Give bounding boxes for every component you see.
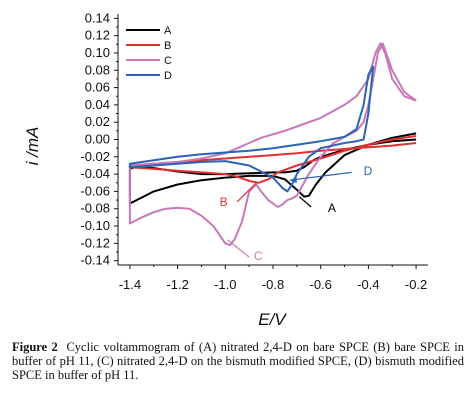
annotation-label-b: B bbox=[220, 195, 228, 209]
x-tick-label: -0.6 bbox=[309, 277, 331, 292]
y-tick-label: 0.14 bbox=[85, 10, 110, 25]
legend-label-a: A bbox=[164, 25, 172, 37]
legend-label-b: B bbox=[164, 40, 171, 52]
figure-caption: Figure 2 Cyclic voltammogram of (A) nitr… bbox=[12, 340, 464, 382]
annotation-pointer-c bbox=[227, 239, 250, 258]
annotation-pointer-d bbox=[289, 171, 352, 181]
y-tick-label: -0.04 bbox=[80, 166, 110, 181]
y-axis-label: i /mA bbox=[23, 127, 42, 166]
annotation-pointer-b bbox=[236, 182, 257, 203]
y-tick-label: 0.10 bbox=[85, 45, 110, 60]
voltammogram-chart: 0.14 0.12 0.10 0.08 0.06 0.04 0.02 0.00 -0.02 -0.… bbox=[23, 10, 428, 329]
y-tick-label: 0.04 bbox=[85, 97, 110, 112]
annotation-label-c: C bbox=[254, 249, 263, 263]
curve-annotations: A B C D bbox=[220, 164, 373, 263]
annotation-label-d: D bbox=[364, 164, 373, 178]
plot-axes: 0.14 0.12 0.10 0.08 0.06 0.04 0.02 0.00 -0.02 -0.… bbox=[80, 10, 428, 292]
x-tick-label: -1.4 bbox=[119, 277, 141, 292]
x-tick-label: -0.8 bbox=[262, 277, 284, 292]
y-tick-label: -0.10 bbox=[80, 218, 110, 233]
x-tick-label: -0.4 bbox=[357, 277, 379, 292]
x-tick-label: -0.2 bbox=[405, 277, 427, 292]
y-tick-label: 0.00 bbox=[85, 132, 110, 147]
y-tick-label: -0.06 bbox=[80, 183, 110, 198]
x-axis-label: E/V bbox=[258, 310, 287, 329]
x-tick-label: -1.0 bbox=[214, 277, 236, 292]
caption-text: Cyclic voltammogram of (A) nitrated 2,4-… bbox=[12, 340, 464, 382]
caption-label: Figure 2 bbox=[12, 340, 58, 354]
y-tick-label: 0.02 bbox=[85, 114, 110, 129]
y-tick-label: -0.12 bbox=[80, 235, 110, 250]
annotation-pointer-a bbox=[298, 196, 312, 208]
legend-label-d: D bbox=[164, 70, 172, 82]
legend-label-c: C bbox=[164, 55, 172, 67]
y-tick-label: -0.02 bbox=[80, 149, 110, 164]
series-line-d bbox=[128, 65, 375, 193]
series-line-b bbox=[128, 135, 417, 184]
annotation-arrowhead-d bbox=[289, 177, 297, 184]
y-tick-label: 0.12 bbox=[85, 28, 110, 43]
y-tick-label: -0.08 bbox=[80, 201, 110, 216]
plot-series bbox=[128, 42, 417, 247]
y-tick-label: -0.14 bbox=[80, 253, 110, 268]
annotation-label-a: A bbox=[328, 201, 336, 215]
y-tick-label: 0.06 bbox=[85, 80, 110, 95]
x-tick-label: -1.2 bbox=[166, 277, 188, 292]
y-tick-label: 0.08 bbox=[85, 62, 110, 77]
